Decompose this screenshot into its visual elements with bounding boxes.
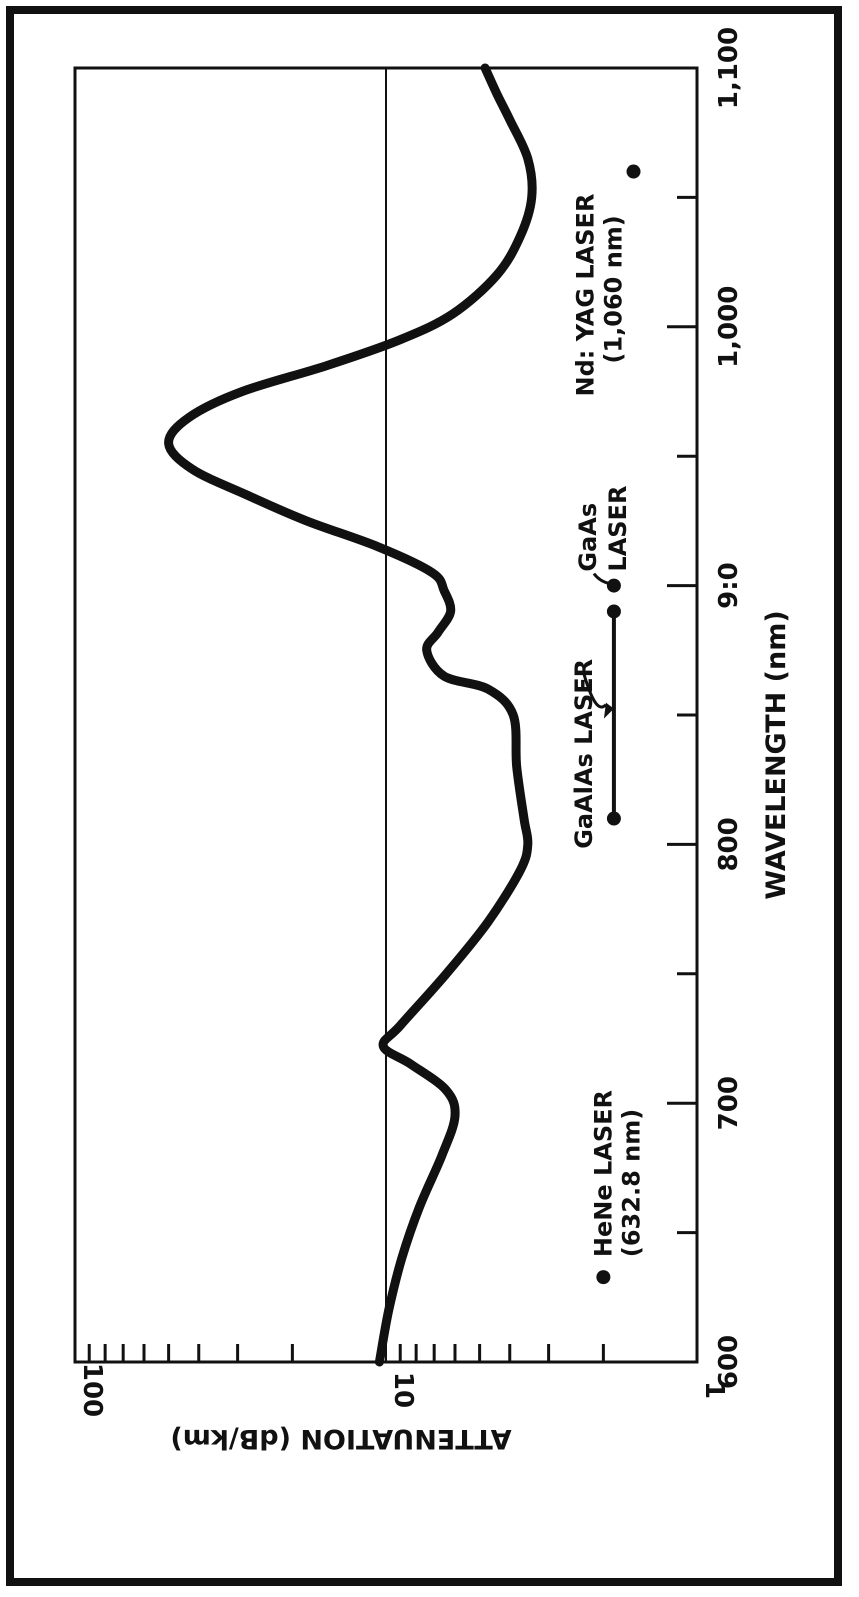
gaalas-label: GaAlAs LASER bbox=[570, 659, 598, 849]
attenuation-curve bbox=[164, 63, 537, 1367]
x-tick-label: 1,100 bbox=[714, 27, 744, 109]
hene-laser-point bbox=[596, 1270, 611, 1285]
y-tick-label: 10 bbox=[388, 1372, 418, 1408]
label-layer: 600 700 800 9:0 1,000 1,100 1 10 100 WAVELENGTH (… bbox=[77, 27, 792, 1454]
gaalas-end-point bbox=[606, 604, 621, 619]
x-axis-title: WAVELENGTH (nm) bbox=[761, 610, 792, 899]
x-tick-label: 800 bbox=[714, 817, 744, 871]
gaas-laser-point bbox=[606, 578, 621, 593]
ndyag-label-line2: (1,060 nm) bbox=[600, 215, 628, 363]
gaalas-arrow bbox=[582, 673, 608, 709]
tick-layer bbox=[87, 66, 697, 1364]
x-tick-label: 1,000 bbox=[714, 286, 744, 368]
chart-frame bbox=[6, 6, 842, 1586]
gaalas-start-point bbox=[606, 811, 621, 826]
hene-label-line1: HeNe LASER bbox=[589, 1090, 617, 1257]
hene-label-line2: (632.8 nm) bbox=[617, 1109, 645, 1257]
x-tick-label: 600 bbox=[714, 1335, 744, 1389]
ndyag-label-line1: Nd: YAG LASER bbox=[572, 194, 600, 397]
annotation-layer: HeNe LASER (632.8 nm) GaAlAs LASER GaAs LASE… bbox=[570, 164, 645, 1285]
y-axis-title: ATTENUATION (dB/km) bbox=[170, 1423, 511, 1454]
gaalas-arrowhead bbox=[603, 702, 614, 719]
y-tick-label: 1 bbox=[699, 1381, 729, 1399]
gaas-arrow bbox=[592, 572, 611, 586]
y-tick-label: 100 bbox=[77, 1363, 107, 1417]
ndyag-laser-point bbox=[626, 164, 641, 179]
gaas-label-line2: LASER bbox=[604, 486, 632, 572]
gaas-label-line1: GaAs bbox=[574, 503, 602, 572]
x-tick-label: 9:0 bbox=[714, 562, 744, 609]
x-tick-label: 700 bbox=[714, 1076, 744, 1130]
